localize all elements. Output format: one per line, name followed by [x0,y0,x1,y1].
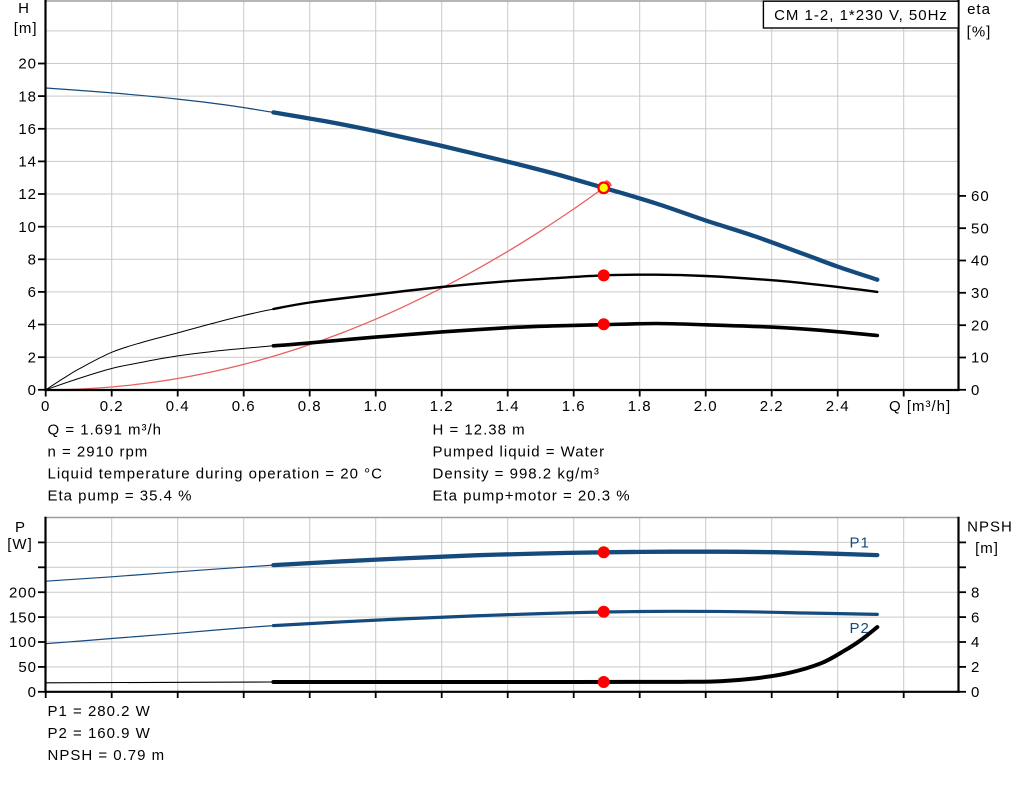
svg-text:CM 1-2, 1*230 V, 50Hz: CM 1-2, 1*230 V, 50Hz [774,7,948,24]
svg-text:100: 100 [9,634,37,651]
svg-text:P1 = 280.2 W: P1 = 280.2 W [48,703,151,720]
svg-text:Eta pump+motor = 20.3 %: Eta pump+motor = 20.3 % [433,488,631,505]
svg-text:1.4: 1.4 [496,398,520,415]
svg-text:Liquid temperature during oper: Liquid temperature during operation = 20… [48,466,383,483]
svg-text:10: 10 [971,350,990,367]
svg-text:0.6: 0.6 [232,398,256,415]
svg-text:Density = 998.2 kg/m³: Density = 998.2 kg/m³ [433,466,600,483]
svg-text:[%]: [%] [967,23,992,40]
svg-text:2: 2 [971,659,980,676]
svg-text:Eta pump = 35.4 %: Eta pump = 35.4 % [48,488,193,505]
svg-text:0.4: 0.4 [166,398,190,415]
svg-text:1.2: 1.2 [430,398,454,415]
svg-text:[W]: [W] [7,536,33,553]
svg-text:[m]: [m] [975,540,999,557]
svg-text:50: 50 [18,659,37,676]
svg-text:P2: P2 [850,620,870,637]
svg-text:n = 2910 rpm: n = 2910 rpm [48,444,149,461]
svg-text:18: 18 [18,88,37,105]
svg-text:8: 8 [28,252,37,269]
svg-text:12: 12 [18,186,37,203]
svg-text:0: 0 [28,382,37,399]
svg-text:60: 60 [971,188,990,205]
svg-text:1.8: 1.8 [628,398,652,415]
svg-text:0: 0 [971,684,980,701]
svg-text:Q = 1.691 m³/h: Q = 1.691 m³/h [48,422,162,439]
svg-text:10: 10 [18,219,37,236]
svg-text:2: 2 [28,349,37,366]
svg-text:NPSH: NPSH [967,519,1013,536]
svg-text:6: 6 [28,284,37,301]
svg-text:30: 30 [971,285,990,302]
svg-text:[m]: [m] [14,20,38,37]
svg-text:4: 4 [971,634,980,651]
svg-text:150: 150 [9,609,37,626]
svg-text:H = 12.38 m: H = 12.38 m [433,422,526,439]
svg-text:Pumped liquid = Water: Pumped liquid = Water [433,444,606,461]
svg-text:50: 50 [971,220,990,237]
svg-text:H: H [18,0,30,17]
svg-text:2.2: 2.2 [760,398,784,415]
svg-text:0.8: 0.8 [298,398,322,415]
svg-text:P1: P1 [850,535,870,552]
svg-text:eta: eta [967,1,991,18]
svg-text:4: 4 [28,317,37,334]
svg-text:8: 8 [971,584,980,601]
svg-text:2.4: 2.4 [826,398,850,415]
svg-text:20: 20 [18,56,37,73]
svg-text:0: 0 [28,684,37,701]
svg-text:2.0: 2.0 [694,398,718,415]
svg-text:40: 40 [971,253,990,270]
svg-text:0: 0 [971,382,980,399]
svg-text:P2 = 160.9 W: P2 = 160.9 W [48,725,151,742]
svg-text:1.0: 1.0 [364,398,388,415]
svg-text:20: 20 [971,317,990,334]
svg-text:0.2: 0.2 [100,398,124,415]
svg-text:Q [m³/h]: Q [m³/h] [889,398,951,415]
svg-text:14: 14 [18,154,37,171]
svg-text:P: P [15,519,26,536]
svg-text:200: 200 [9,584,37,601]
svg-text:16: 16 [18,121,37,138]
svg-text:6: 6 [971,609,980,626]
svg-text:NPSH = 0.79 m: NPSH = 0.79 m [48,747,166,764]
svg-text:0: 0 [41,398,50,415]
svg-text:1.6: 1.6 [562,398,586,415]
